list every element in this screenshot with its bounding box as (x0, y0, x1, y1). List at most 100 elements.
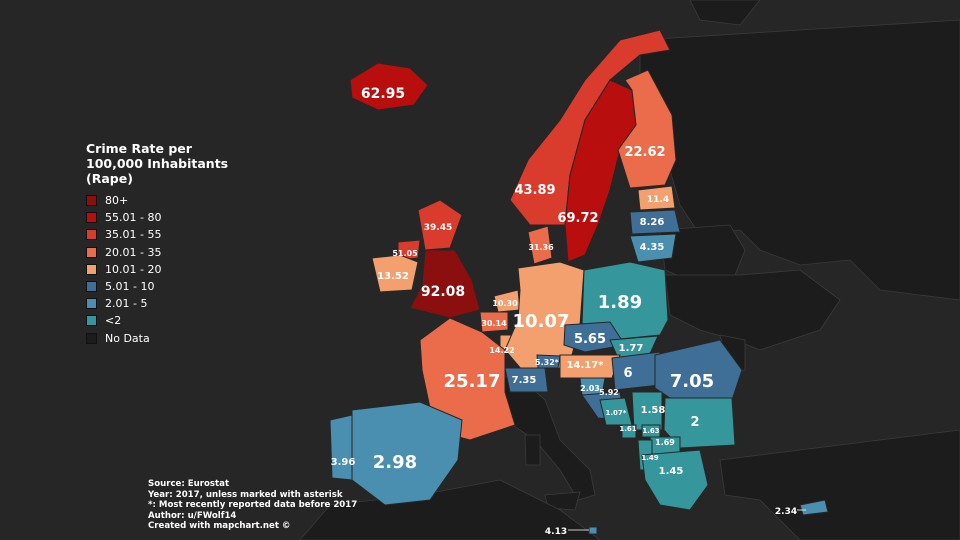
region-portugal (329, 414, 353, 481)
region-france (419, 317, 516, 441)
region-austria (559, 354, 621, 379)
legend-row: 55.01 - 80 (86, 209, 246, 226)
region-ireland (371, 254, 419, 293)
legend-swatch (86, 229, 97, 241)
legend-swatch (86, 281, 97, 293)
label-greece: 1.45 (659, 466, 684, 477)
label-england-wales: 92.08 (421, 284, 465, 300)
source-line: Source: Eurostat (148, 479, 230, 489)
region-greece (641, 449, 709, 511)
label-slovakia: 1.77 (619, 343, 644, 354)
sardinia-region (524, 434, 541, 466)
value-labels: 62.95 43.89 69.72 22.62 11.4 8.26 4.35 3… (331, 86, 797, 537)
year-line: Year: 2017, unless marked with asterisk (148, 489, 343, 500)
label-finland: 22.62 (624, 145, 665, 160)
north-africa-region (299, 479, 601, 540)
label-germany: 10.07 (513, 311, 570, 332)
region-lithuania (629, 233, 677, 263)
credit-line: Created with mapchart.net © (148, 521, 291, 532)
legend-swatch (86, 263, 97, 275)
region-serbia (631, 391, 663, 431)
legend-label: 80+ (105, 194, 129, 208)
legend-label: 2.01 - 5 (105, 297, 148, 311)
legend-row: 80+ (86, 192, 246, 209)
legend-swatch (86, 246, 97, 258)
legend-label: No Data (105, 331, 150, 345)
label-denmark: 31.36 (528, 243, 554, 252)
source-notes: Source: Eurostat Year: 2017, unless mark… (148, 479, 357, 532)
legend-label: 5.01 - 10 (105, 280, 155, 294)
label-norway: 43.89 (514, 183, 555, 198)
legend-title: Crime Rate per 100,000 Inhabitants (Rape… (86, 141, 229, 186)
label-malta: 4.13 (545, 527, 567, 537)
region-latvia (629, 209, 681, 235)
region-finland (617, 69, 677, 189)
label-cyprus: 2.34 (775, 507, 797, 517)
region-estonia (637, 185, 676, 211)
legend: Crime Rate per 100,000 Inhabitants (Rape… (86, 141, 246, 347)
legend-row: 2.01 - 5 (86, 295, 246, 312)
label-sweden: 69.72 (557, 211, 598, 226)
asterisk-note: *: Most recently reported data before 20… (148, 500, 358, 511)
label-iceland: 62.95 (361, 86, 405, 102)
region-spain (351, 401, 463, 506)
region-switzerland (504, 367, 549, 393)
legend-label: 35.01 - 55 (105, 228, 162, 242)
label-estonia: 11.4 (647, 195, 669, 205)
label-bosnia: 1.07* (606, 409, 627, 417)
label-croatia: 5.92 (599, 388, 619, 397)
label-montenegro: 1.61 (619, 425, 636, 433)
label-portugal: 3.96 (331, 457, 356, 468)
legend-row: No Data (86, 330, 246, 347)
legend-swatch (86, 315, 97, 327)
legend-swatch (86, 212, 97, 224)
label-scotland: 39.45 (424, 223, 452, 233)
region-bulgaria (663, 397, 736, 449)
label-northern-ireland: 51.05 (392, 249, 418, 258)
legend-swatch (86, 195, 97, 207)
label-luxembourg: 14.22 (489, 346, 514, 355)
label-romania: 7.05 (670, 371, 714, 392)
turkey-region (719, 429, 960, 540)
label-lithuania: 4.35 (640, 242, 665, 253)
legend-label: 20.01 - 35 (105, 245, 162, 259)
legend-row: 10.01 - 20 (86, 261, 246, 278)
label-serbia: 1.58 (641, 405, 666, 416)
legend-swatch (86, 298, 97, 310)
label-kosovo: 1.63 (642, 427, 659, 435)
label-ireland: 13.52 (377, 271, 409, 282)
region-iceland (349, 62, 429, 111)
region-cyprus (799, 499, 829, 516)
label-czechia: 5.65 (574, 332, 606, 347)
region-hungary (611, 351, 661, 391)
region-liechtenstein (536, 354, 561, 369)
label-north-macedonia: 1.69 (655, 438, 675, 447)
region-england-wales (409, 249, 481, 319)
svalbard-region (689, 0, 761, 26)
label-netherlands: 10.30 (492, 299, 518, 308)
legend-row: 20.01 - 35 (86, 244, 246, 261)
label-spain: 2.98 (373, 452, 417, 473)
ukraine-region (664, 269, 841, 351)
legend-row: 5.01 - 10 (86, 278, 246, 295)
region-belgium (479, 311, 509, 333)
label-albania: 1.49 (641, 454, 658, 462)
label-austria: 14.17* (567, 360, 605, 371)
region-montenegro (621, 424, 637, 439)
label-slovenia: 2.03 (580, 384, 600, 393)
data-regions (329, 29, 829, 535)
label-latvia: 8.26 (640, 217, 665, 228)
label-bulgaria: 2 (690, 415, 699, 430)
region-denmark (527, 225, 553, 265)
legend-label: <2 (105, 314, 122, 328)
label-belgium: 30.14 (481, 319, 507, 328)
legend-label: 55.01 - 80 (105, 211, 162, 225)
legend-label: 10.01 - 20 (105, 262, 162, 276)
leader-lines (568, 509, 806, 531)
label-poland: 1.89 (598, 292, 642, 313)
legend-row: 35.01 - 55 (86, 226, 246, 243)
label-switzerland: 7.35 (512, 375, 537, 386)
region-czechia (563, 321, 626, 353)
legend-row: <2 (86, 312, 246, 329)
